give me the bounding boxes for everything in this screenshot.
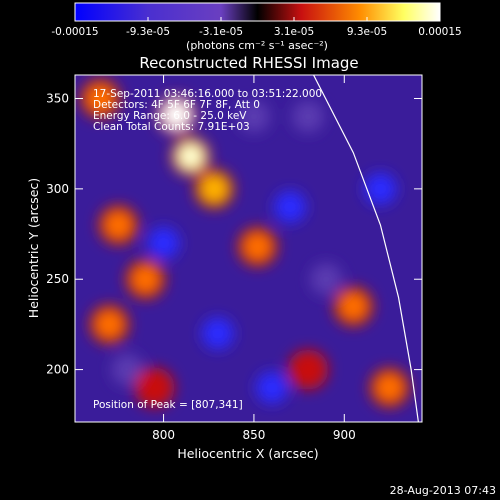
negative-source: [292, 100, 325, 133]
annotation-time: 17-Sep-2011 03:46:16.000 to 03:51:22.000: [93, 88, 322, 100]
bright-source: [95, 310, 124, 339]
x-tick-label: 800: [152, 428, 175, 442]
bright-source: [104, 211, 133, 240]
x-tick-label: 850: [242, 428, 265, 442]
annotation-detectors: Detectors: 4F 5F 6F 7F 8F, Att 0: [93, 99, 260, 111]
y-tick-label: 300: [46, 182, 69, 196]
negative-source: [147, 227, 180, 260]
y-axis-label: Heliocentric Y (arcsec): [26, 178, 41, 318]
solar-limb-curve: [313, 75, 419, 422]
bright-source: [200, 174, 229, 203]
y-tick-label: 200: [46, 363, 69, 377]
bright-source: [294, 355, 323, 384]
bright-source: [86, 84, 115, 113]
colorbar-tick-label: 9.3e-05: [347, 26, 387, 38]
annotation-energy: Energy Range: 6.0 - 25.0 keV: [93, 110, 247, 122]
y-tick-label: 350: [46, 91, 69, 105]
annotation-peak-position: Position of Peak = [807,341]: [93, 399, 243, 411]
bright-source: [131, 265, 160, 294]
negative-source: [111, 353, 144, 386]
bright-source: [243, 232, 272, 261]
x-tick-label: 900: [333, 428, 356, 442]
colorbar-unit-label: (photons cm⁻² s⁻¹ asec⁻²): [186, 39, 328, 52]
negative-source: [255, 371, 288, 404]
y-tick-label: 250: [46, 272, 69, 286]
bright-source: [140, 373, 169, 402]
x-axis-label: Heliocentric X (arcsec): [177, 446, 318, 461]
source-core: [169, 107, 184, 122]
colorbar-tick-label: -3.1e-05: [199, 26, 243, 38]
colorbar-tick-label: -0.00015: [51, 26, 98, 38]
colorbar: -0.00015 -9.3e-05 -3.1e-05 3.1e-05 9.3e-05 0.…: [51, 2, 462, 52]
image-plot-area: 800 850 900 200 250 300 350: [46, 74, 423, 442]
colorbar-gradient: [74, 2, 441, 22]
negative-source: [310, 263, 343, 296]
annotation-clean: Clean Total Counts: 7.91E+03: [93, 121, 250, 133]
negative-source: [274, 190, 307, 223]
colorbar-tick-label: 0.00015: [418, 26, 461, 38]
negative-source: [201, 317, 234, 350]
negative-source: [237, 100, 270, 133]
plot-frame: [74, 74, 423, 423]
colorbar-tick-label: -9.3e-05: [126, 26, 170, 38]
bright-source: [339, 292, 368, 321]
chart-title: Reconstructed RHESSI Image: [139, 54, 358, 72]
footer-timestamp: 28-Aug-2013 07:43: [390, 484, 496, 497]
bright-source: [375, 373, 404, 402]
negative-source: [364, 172, 397, 205]
colorbar-tick-label: 3.1e-05: [274, 26, 314, 38]
source-core: [183, 149, 198, 164]
